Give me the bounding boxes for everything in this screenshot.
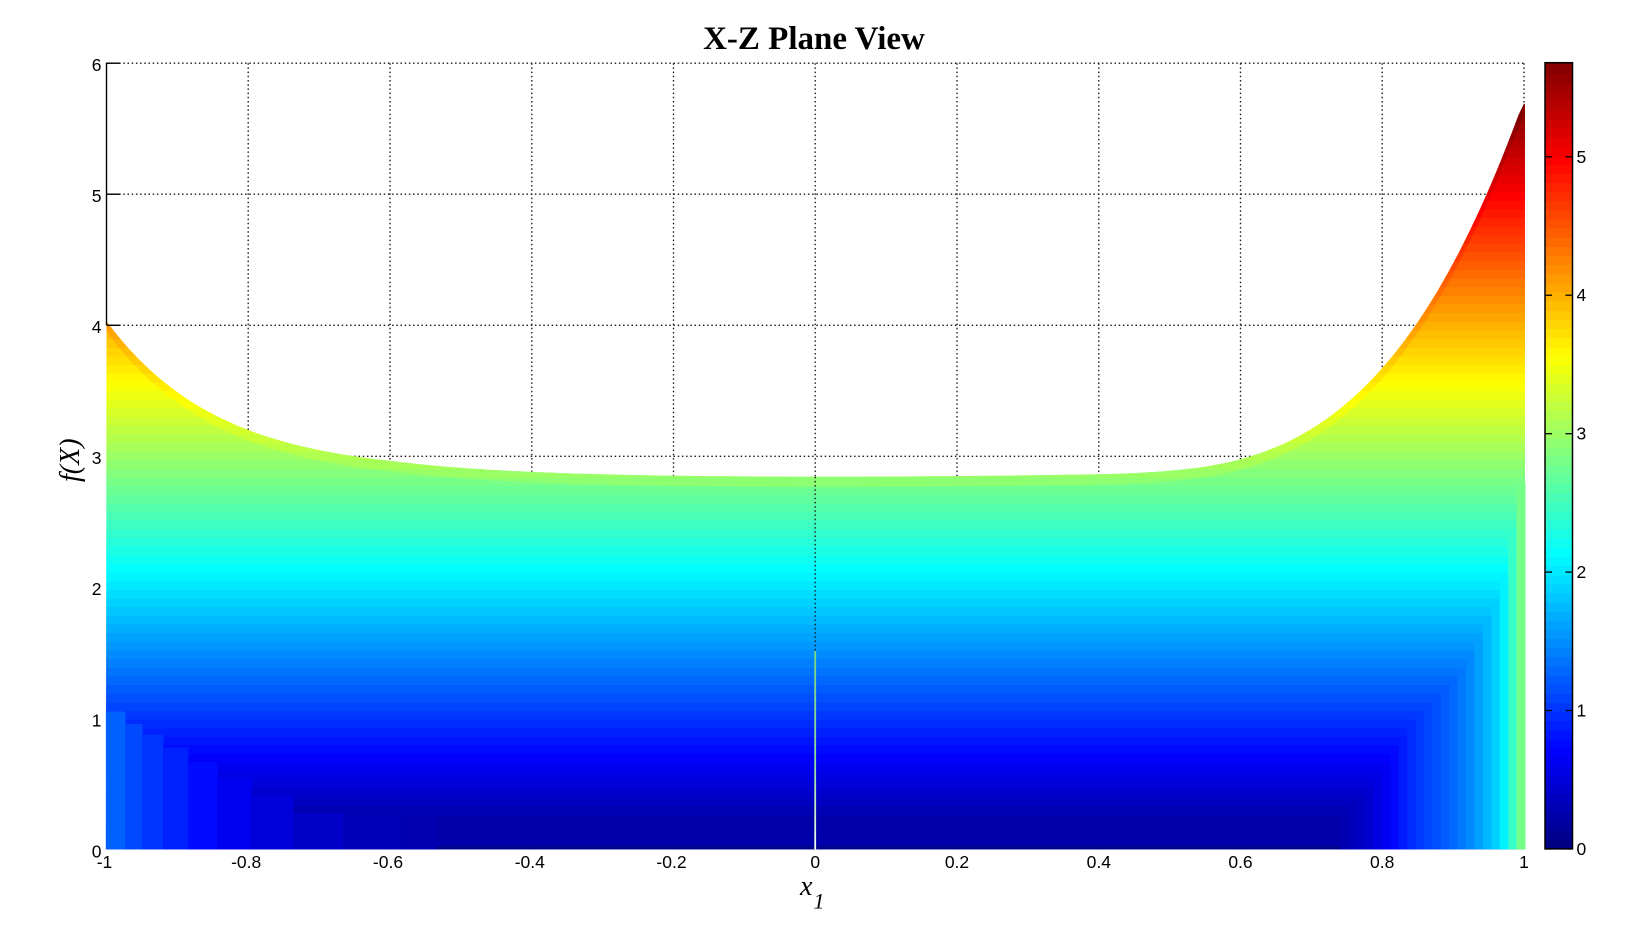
svg-text:1: 1 (92, 710, 102, 730)
svg-text:-0.8: -0.8 (231, 852, 261, 872)
svg-text:4: 4 (1577, 285, 1587, 305)
svg-text:0.6: 0.6 (1228, 852, 1252, 872)
svg-text:0: 0 (92, 841, 102, 861)
svg-text:1: 1 (1577, 701, 1587, 721)
svg-text:2: 2 (92, 579, 102, 599)
svg-text:4: 4 (92, 317, 102, 337)
svg-text:-0.2: -0.2 (656, 852, 686, 872)
svg-text:-1: -1 (97, 852, 113, 872)
svg-text:1: 1 (1519, 852, 1529, 872)
svg-text:x: x (799, 871, 813, 902)
svg-text:1: 1 (814, 889, 825, 914)
svg-text:6: 6 (92, 55, 102, 75)
svg-text:0.2: 0.2 (945, 852, 969, 872)
svg-text:-0.6: -0.6 (373, 852, 403, 872)
svg-text:X-Z Plane View: X-Z Plane View (703, 21, 925, 57)
svg-text:0: 0 (810, 852, 820, 872)
svg-text:5: 5 (1577, 147, 1587, 167)
svg-text:0: 0 (1577, 839, 1587, 859)
svg-text:2: 2 (1577, 562, 1587, 582)
svg-text:0.8: 0.8 (1370, 852, 1394, 872)
svg-text:-0.4: -0.4 (515, 852, 545, 872)
svg-text:f(X): f(X) (55, 438, 86, 482)
svg-text:3: 3 (92, 448, 102, 468)
svg-text:5: 5 (92, 186, 102, 206)
svg-text:0.4: 0.4 (1087, 852, 1112, 872)
svg-text:3: 3 (1577, 424, 1587, 444)
